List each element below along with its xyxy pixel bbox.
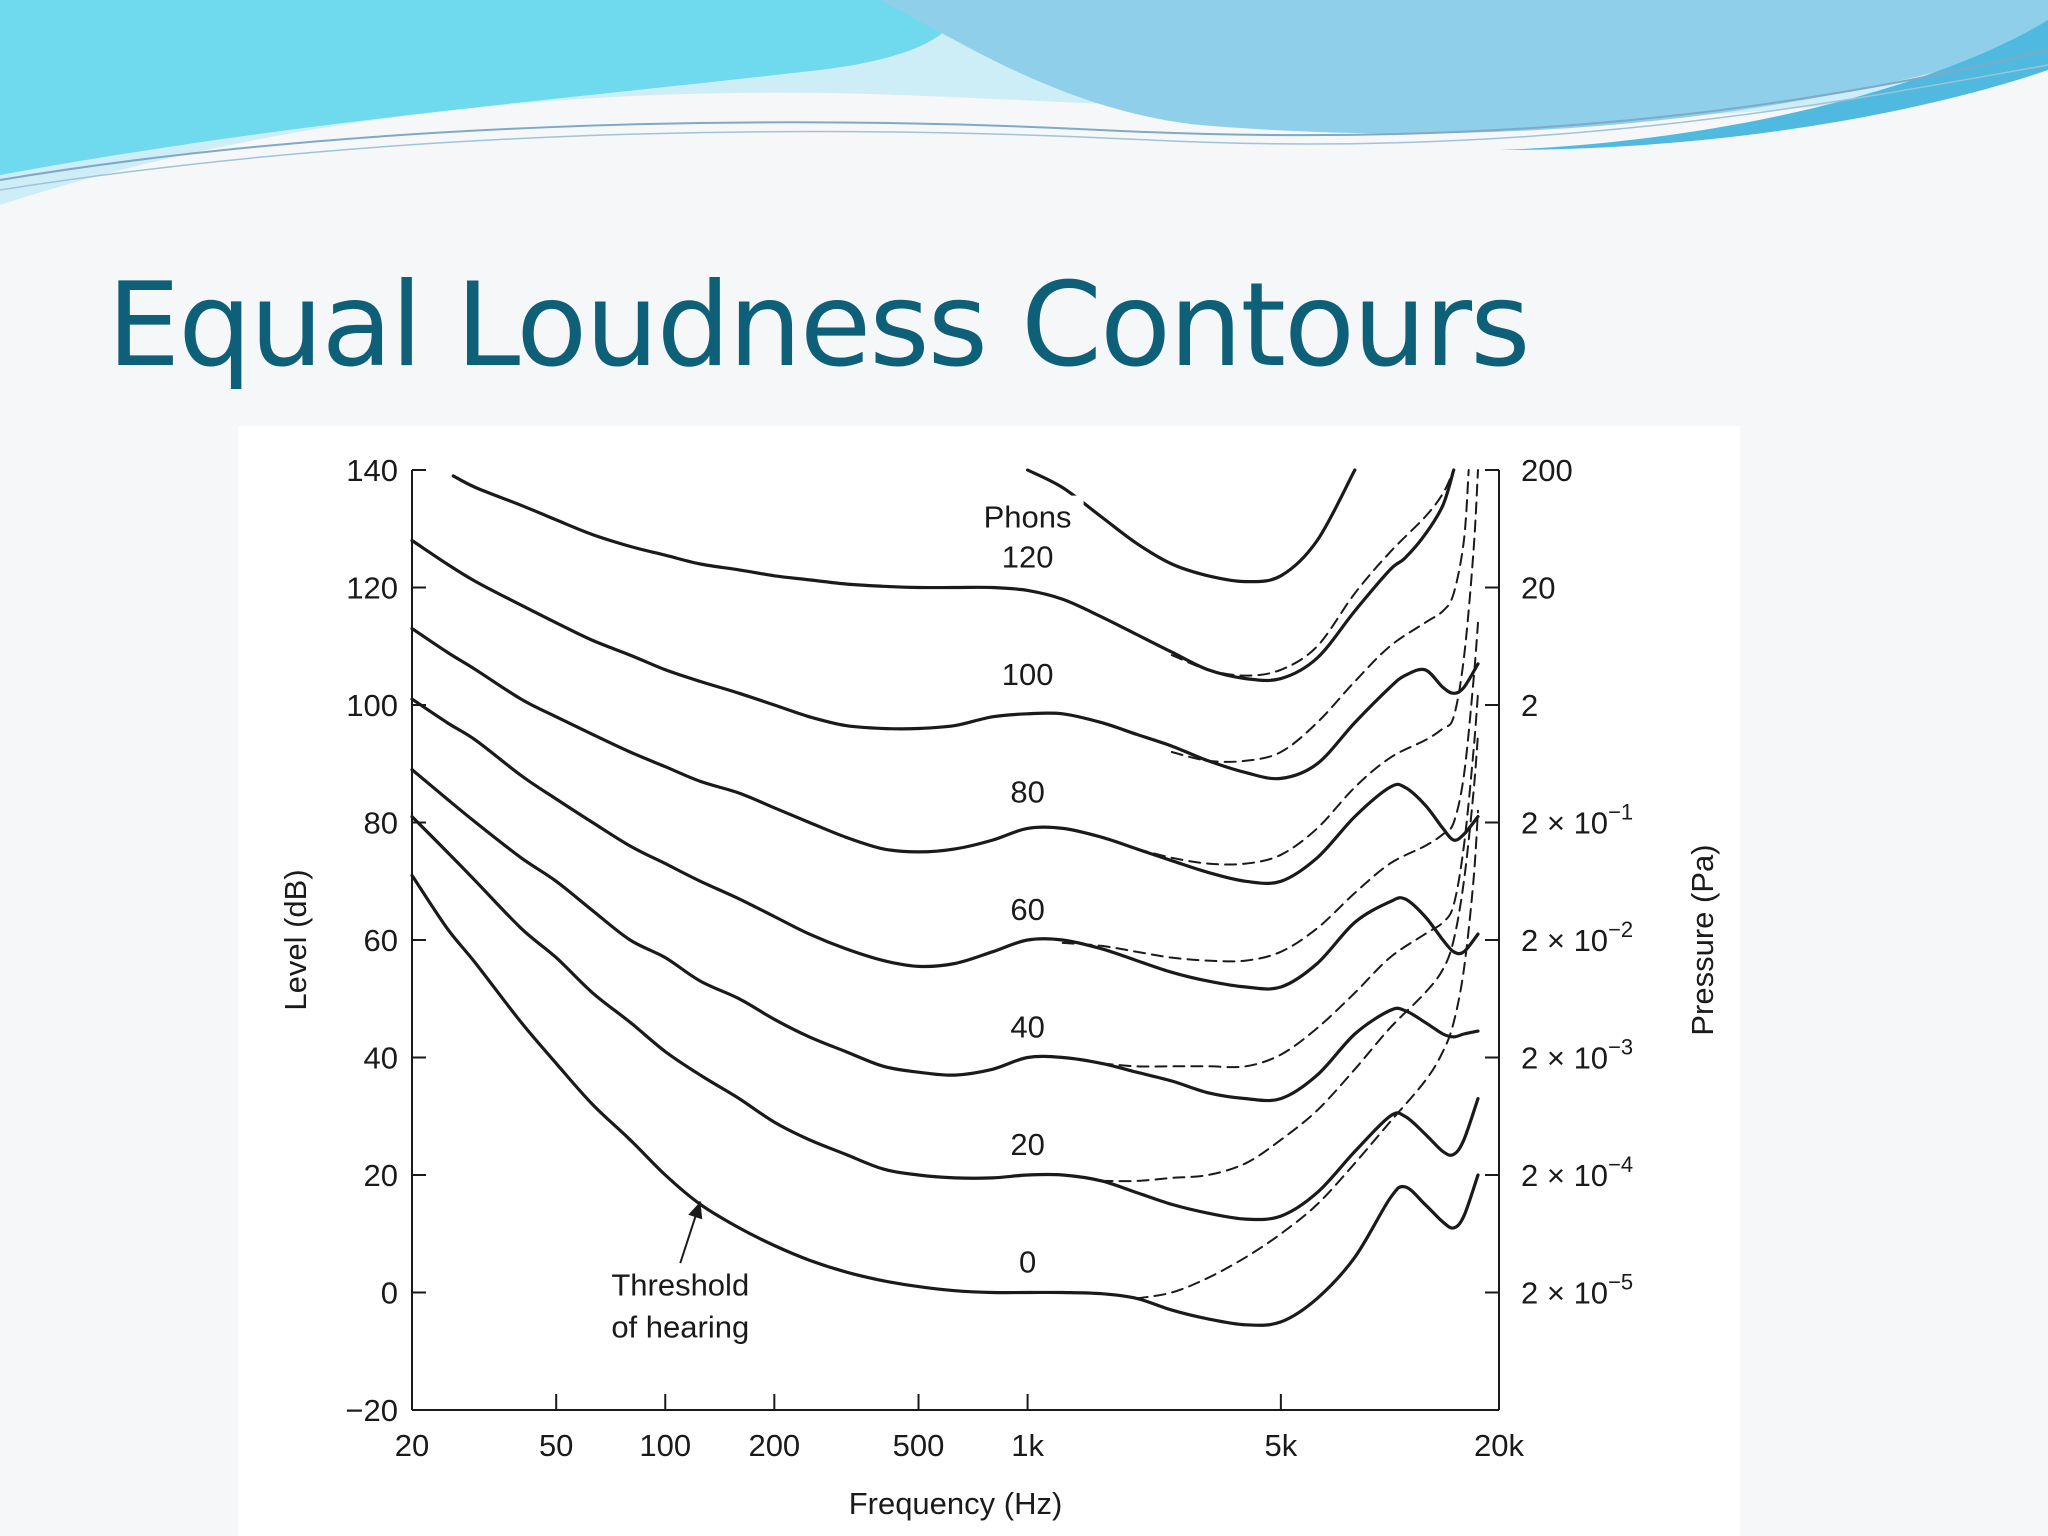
x-tick-label: 20 [395,1428,429,1463]
header-wave-banner [0,0,2048,205]
dashed-contour-80-alt [1135,469,1479,866]
dashed-contour-120-alt [1170,469,1455,677]
annotation-arrow-head [688,1201,703,1220]
phons-heading: Phons [984,500,1072,535]
y-tick-label: 0 [381,1276,398,1311]
y-tick-label: 20 [364,1158,398,1193]
dashed-contour-0-alt [1135,809,1479,1300]
y2-tick-exponent: −2 [1608,917,1633,942]
phons-heading-bg [971,495,1084,536]
y2-tick-label: 2 × 10−1 [1521,800,1633,841]
phon-label-80: 80 [1010,775,1044,810]
x-axis-label: Frequency (Hz) [849,1486,1063,1521]
phon-label-bg [995,772,1060,809]
y2-tick-label: 20 [1521,571,1555,606]
x-tick-label: 100 [639,1428,691,1463]
wave-band-cyan [0,0,960,175]
phon-label-bg [995,1125,1060,1162]
phon-contour-80 [410,627,1480,885]
y2-tick-label: 2 [1521,688,1538,723]
figure-panel: 20 50 100 200 500 1k 5k 20k 140 120 100 80 60 40 20 0 −2… [238,426,1740,1536]
phon-label-60: 60 [1010,892,1044,927]
dashed-contour-20-alt [1100,733,1479,1183]
x-tick-label: 50 [539,1428,573,1463]
phon-contour-40 [410,768,1480,1103]
y-tick-label: 80 [364,806,398,841]
equal-loudness-chart: 20 50 100 200 500 1k 5k 20k140120100806040200−2… [278,453,1720,1521]
wave-line-b [0,64,2048,191]
y2-tick-label: 200 [1521,453,1573,488]
slide-title: Equal Loudness Contours [107,258,1531,393]
y-tick-label: 100 [346,688,398,723]
y-tick-label: −20 [345,1393,398,1428]
y-tick-label: 120 [346,571,398,606]
dashed-contour-100-alt [1170,469,1470,763]
x-tick-label: 5k [1264,1428,1297,1463]
phon-label-bg [995,1007,1060,1044]
phon-label-bg [995,655,1060,692]
phon-label-100: 100 [1002,657,1054,692]
y2-tick-label: 2 × 10−3 [1521,1035,1633,1076]
y2-tick-label: 2 × 10−2 [1521,917,1633,958]
phon-contour-60 [410,697,1480,991]
y2-tick-exponent: −4 [1608,1152,1633,1177]
x-tick-label: 200 [748,1428,800,1463]
dashed-contour-60-alt [1061,621,1479,963]
wave-line-a [0,49,2048,181]
y2-tick-label: 2 × 10−4 [1521,1152,1633,1193]
phon-label-bg [995,1242,1060,1279]
y2-tick-exponent: −1 [1608,800,1633,825]
y-tick-label: 140 [346,453,398,488]
phon-contour-120 [451,468,1456,683]
y-tick-label: 40 [364,1041,398,1076]
wave-band-blue [880,0,2048,134]
x-tick-label: 500 [893,1428,945,1463]
x-tick-label: 1k [1011,1428,1044,1463]
y2-tick-label: 2 × 10−5 [1521,1270,1633,1311]
phon-label-0: 0 [1019,1245,1036,1280]
y2-axis-label: Pressure (Pa) [1685,844,1720,1035]
y-tick-label: 60 [364,923,398,958]
y2-tick-exponent: −5 [1608,1270,1633,1295]
annotation-line-2: of hearing [611,1309,749,1344]
y-axis-label: Level (dB) [278,869,313,1010]
phon-label-bg [995,537,1060,574]
phon-contour-20 [410,815,1480,1222]
phon-label-bg [995,890,1060,927]
phon-label-20: 20 [1010,1127,1044,1162]
phon-label-120: 120 [1002,540,1054,575]
phon-label-40: 40 [1010,1010,1044,1045]
phon-contour-0 [410,873,1480,1327]
annotation-line-1: Threshold [611,1267,749,1302]
phon-contour-100 [410,538,1480,781]
x-tick-label: 20k [1474,1428,1524,1463]
dashed-contour-40-alt [1100,692,1479,1069]
y2-tick-exponent: −3 [1608,1035,1633,1060]
